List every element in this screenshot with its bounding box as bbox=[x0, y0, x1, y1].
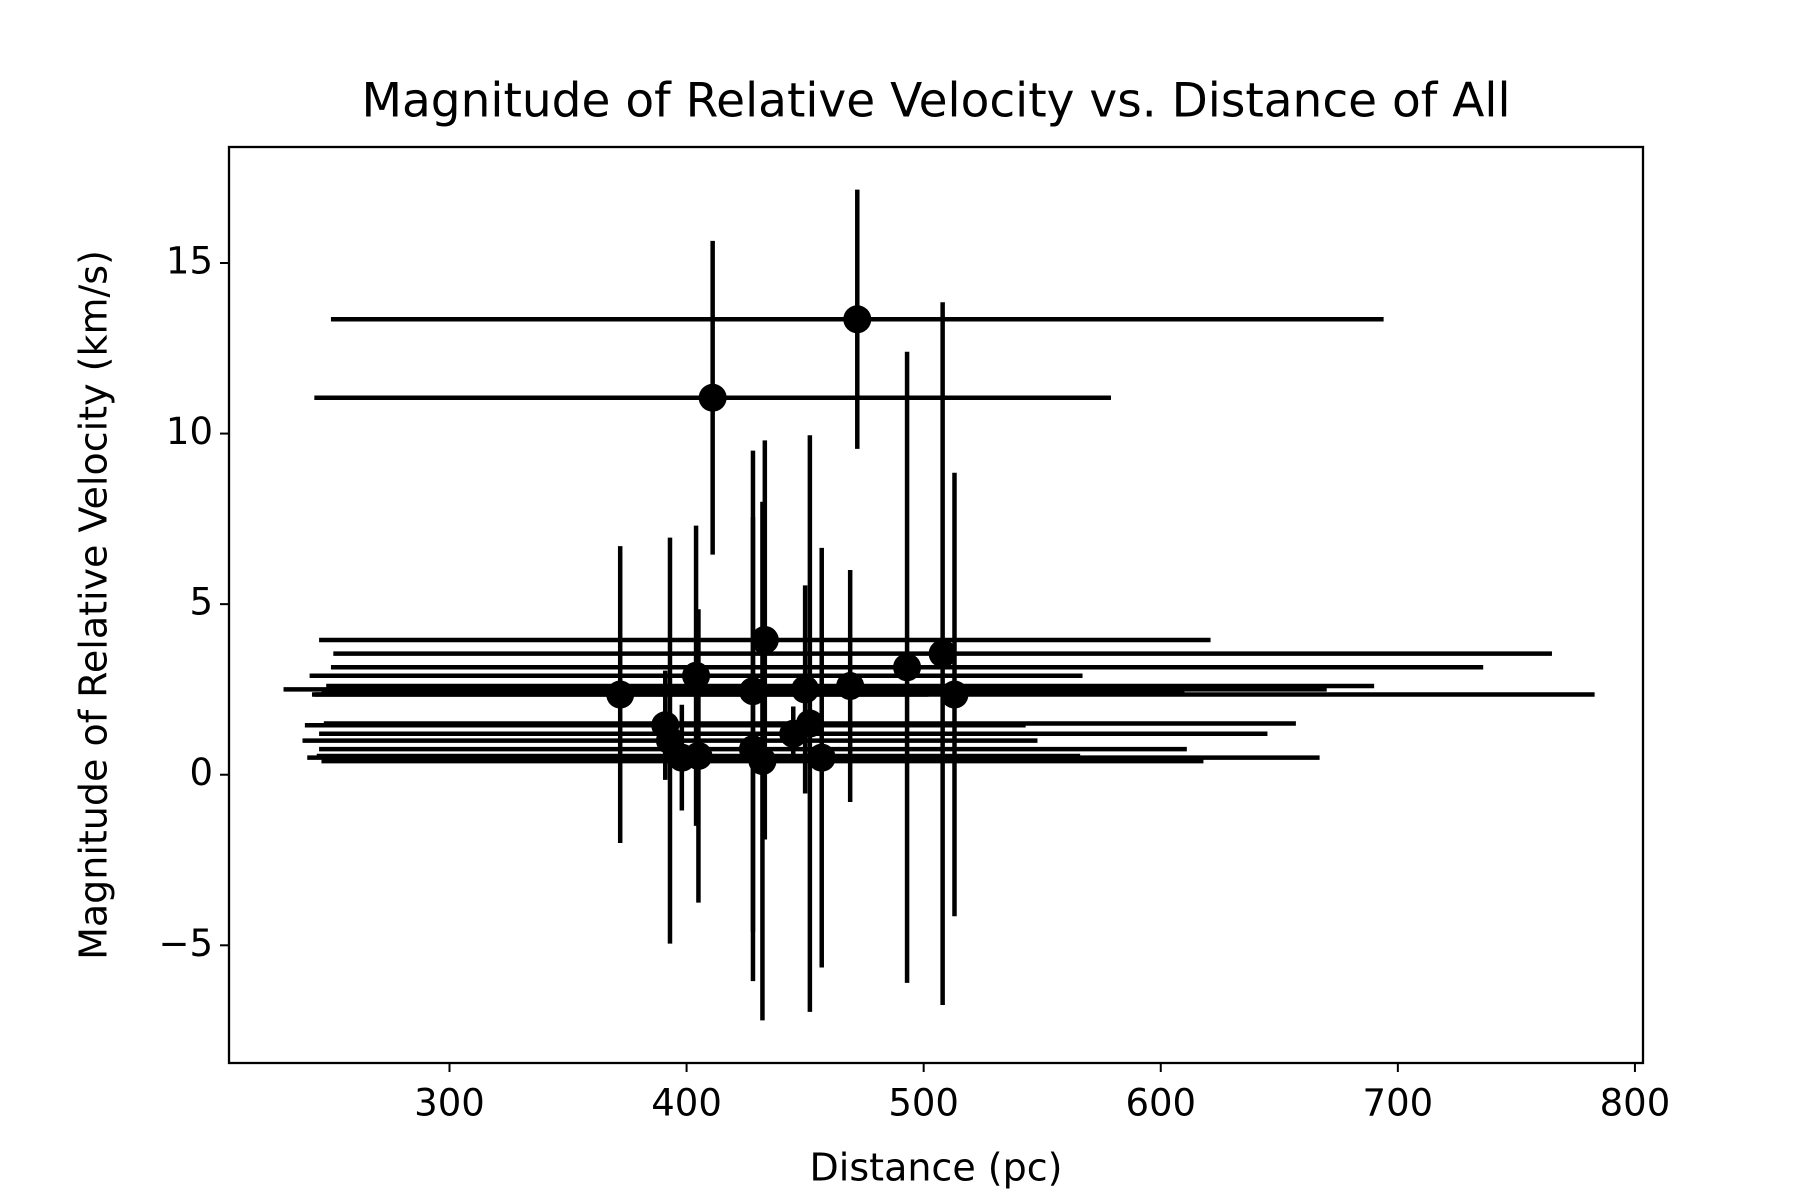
y-tick-label: 5 bbox=[189, 581, 213, 624]
data-point bbox=[682, 661, 711, 690]
data-point bbox=[748, 747, 777, 776]
plot-frame bbox=[227, 145, 1645, 1065]
data-point bbox=[836, 672, 865, 701]
data-point bbox=[843, 305, 872, 334]
data-point bbox=[795, 709, 824, 738]
x-tick-label: 800 bbox=[1600, 1082, 1671, 1125]
x-tick-label: 600 bbox=[1125, 1082, 1196, 1125]
data-point bbox=[698, 383, 727, 412]
plot-area bbox=[283, 189, 1595, 1021]
y-tick-label: 0 bbox=[189, 751, 213, 794]
data-point bbox=[791, 675, 820, 704]
chart-title: Magnitude of Relative Velocity vs. Dista… bbox=[361, 74, 1510, 129]
x-tick-label: 400 bbox=[651, 1082, 722, 1125]
data-point bbox=[750, 625, 779, 654]
data-point bbox=[928, 639, 957, 668]
y-axis-label: Magnitude of Relative Velocity (km/s) bbox=[72, 250, 116, 960]
data-point bbox=[738, 677, 767, 706]
data-point bbox=[606, 680, 635, 709]
y-tick-label: 10 bbox=[166, 410, 213, 453]
x-axis-label: Distance (pc) bbox=[810, 1146, 1063, 1190]
y-tick-label: −5 bbox=[158, 922, 213, 965]
x-tick-label: 700 bbox=[1363, 1082, 1434, 1125]
data-point bbox=[940, 680, 969, 709]
data-point bbox=[684, 741, 713, 770]
data-point bbox=[893, 653, 922, 682]
data-point bbox=[807, 743, 836, 772]
x-tick-label: 300 bbox=[414, 1082, 485, 1125]
y-tick-label: 15 bbox=[166, 239, 213, 282]
x-tick-label: 500 bbox=[888, 1082, 959, 1125]
